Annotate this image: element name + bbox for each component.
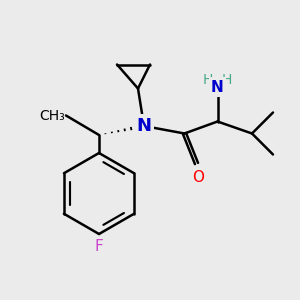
Text: CH₃: CH₃: [39, 109, 64, 122]
Text: H: H: [203, 74, 213, 87]
Text: H: H: [222, 74, 232, 87]
Text: N: N: [211, 80, 224, 94]
Text: O: O: [192, 170, 204, 185]
Text: N: N: [136, 117, 152, 135]
Text: F: F: [94, 239, 103, 254]
